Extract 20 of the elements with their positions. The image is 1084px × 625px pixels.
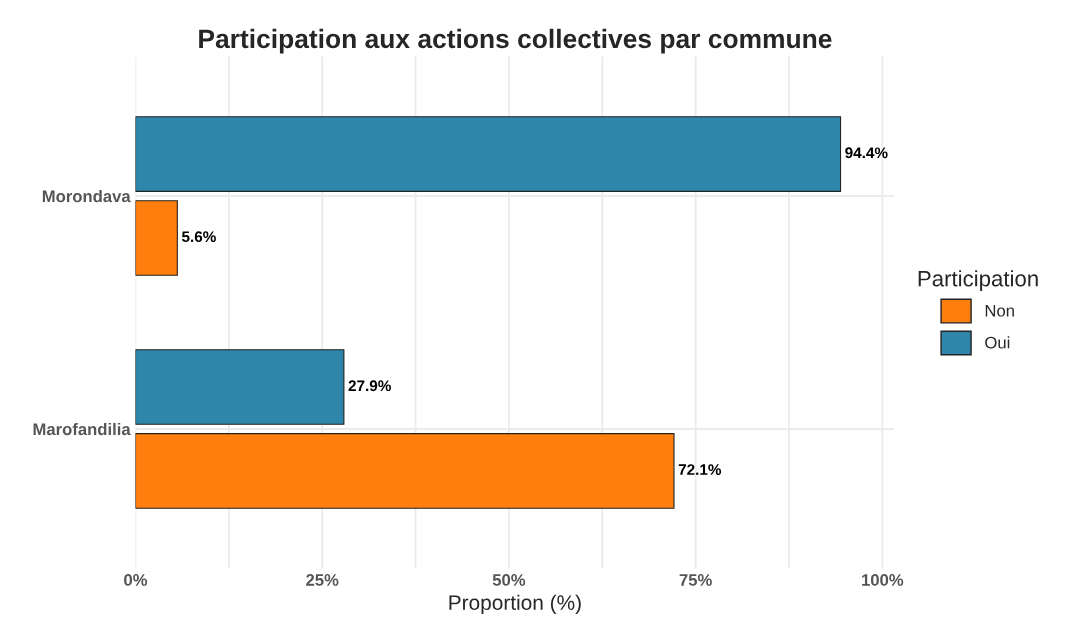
- x-axis-title: Proportion (%): [449, 594, 581, 615]
- data-label: 27.9%: [348, 380, 391, 392]
- chart-title: Participation aux actions collectives par commune: [199, 28, 832, 54]
- x-tick-label: 100%: [862, 574, 904, 586]
- x-tick-label: 25%: [306, 574, 339, 586]
- data-label: 5.6%: [181, 231, 216, 243]
- legend-label: Oui: [985, 336, 1010, 349]
- y-tick-label: Morondava: [42, 189, 131, 203]
- bar: [135, 349, 345, 425]
- bar: [135, 200, 178, 276]
- x-tick-label: 50%: [492, 574, 526, 586]
- x-tick-label: 0%: [124, 574, 148, 586]
- bar: [135, 116, 842, 192]
- y-tick-label: Marofandilia: [33, 422, 131, 436]
- x-tick-label: 75%: [679, 574, 712, 586]
- bar: [135, 433, 675, 509]
- legend-title: Participation: [918, 270, 1038, 291]
- legend-label: Non: [985, 304, 1014, 317]
- data-label: 94.4%: [845, 147, 888, 159]
- data-label: 72.1%: [678, 464, 722, 475]
